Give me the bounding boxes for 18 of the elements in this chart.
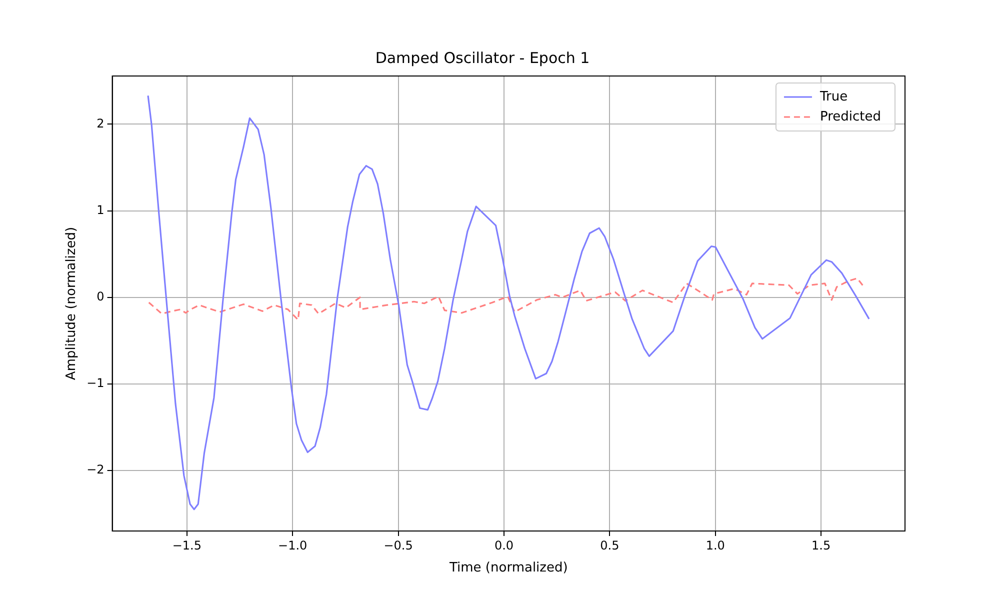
x-axis-title: Time (normalized)	[448, 560, 568, 576]
y-tick-label: 2	[96, 116, 104, 130]
y-tick-label: 0	[96, 289, 104, 304]
y-tick-label: 1	[96, 202, 104, 217]
y-axis-title: Amplitude (normalized)	[64, 226, 80, 380]
legend-label: True	[818, 89, 848, 104]
legend-label: Predicted	[820, 109, 882, 124]
x-tick-label: 0.0	[494, 538, 514, 552]
x-tick-label: 0.5	[600, 538, 620, 552]
x-tick-label: 1.0	[706, 538, 725, 552]
x-tick-label: −1.5	[172, 538, 202, 552]
chart-title: Damped Oscillator - Epoch 1	[375, 48, 590, 67]
y-tick-label: −1	[86, 376, 104, 390]
x-tick-label: −0.5	[384, 538, 413, 552]
y-tick-label: −2	[86, 462, 104, 477]
x-tick-label: −1.0	[278, 538, 308, 552]
line-series	[148, 277, 865, 321]
x-tick-label: 1.5	[812, 538, 831, 552]
